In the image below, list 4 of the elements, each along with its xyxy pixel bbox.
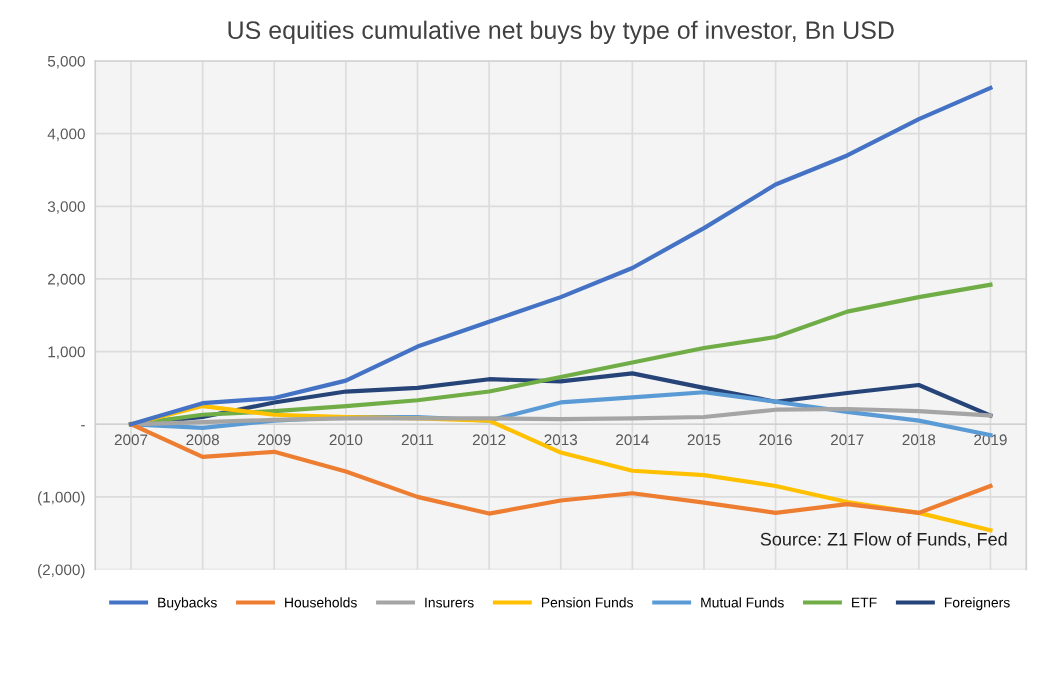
line-series [128, 85, 993, 427]
chart-title: US equities cumulative net buys by type of investor, Bn USD [228, 20, 894, 44]
line-series [128, 406, 993, 427]
annotation: Source: Z1 Flow of Funds, Fed [760, 532, 1007, 548]
